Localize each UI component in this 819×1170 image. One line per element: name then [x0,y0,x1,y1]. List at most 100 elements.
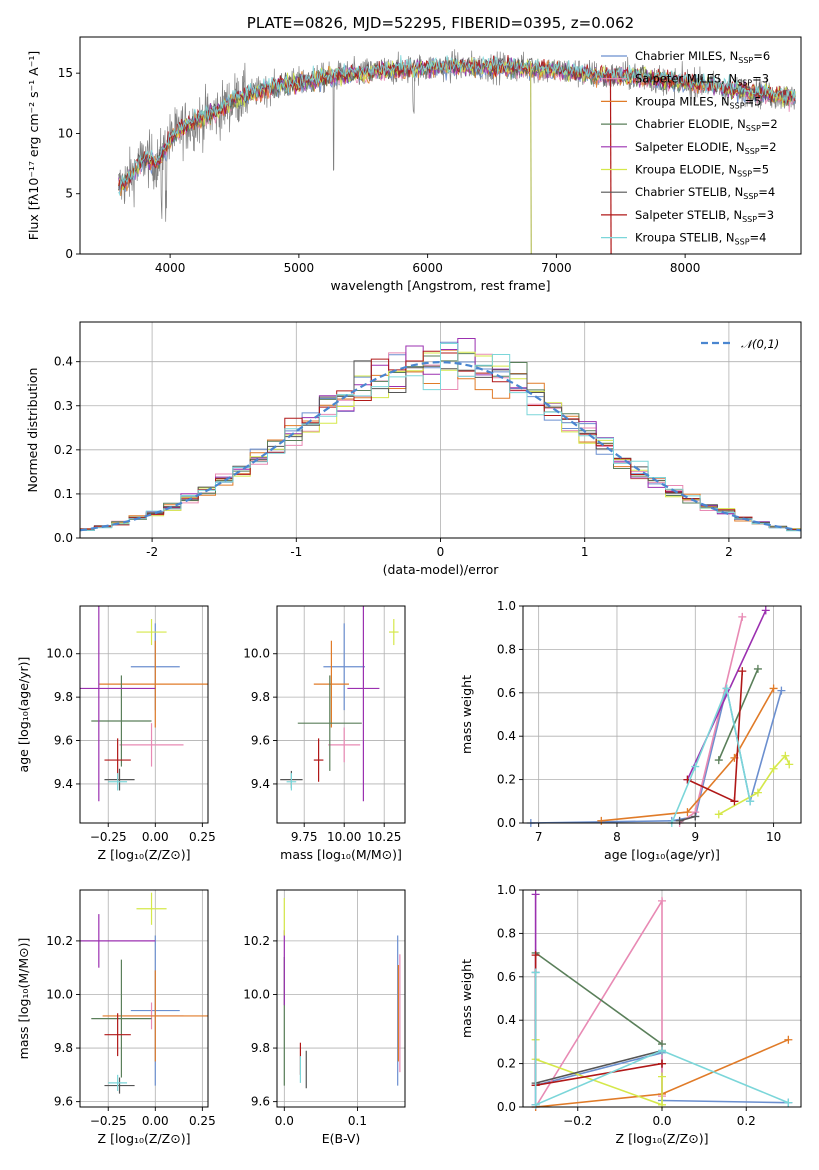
age-vs-Z-ylabel: age [log₁₀(age/yr)] [16,657,31,773]
spectrum-xtick-label-3: 7000 [541,261,572,275]
spectrum-ytick-label-3: 15 [58,66,73,80]
legend-value-3: =2 [761,117,778,131]
weight-vs-age-series-3 [718,668,759,761]
mass-vs-ebv-frame [276,889,406,1108]
mass-vs-ebv-xlabel: E(B-V) [322,1131,361,1146]
weight-vs-age-series-8 [671,685,751,824]
weight-vs-Z-ytick-label-2: 0.4 [497,1013,516,1027]
weight-vs-Z-series-4-marker-0 [531,890,540,899]
weight-vs-Z-xtick-label-2: 0.2 [737,1114,756,1128]
weight-vs-Z-series-1 [534,898,663,1108]
spectrum-xtick-label-1: 5000 [284,261,315,275]
weight-vs-age-series-8-marker-2 [722,684,731,693]
residuals-xtick-label-0: -2 [146,545,158,559]
weight-vs-age-series-2-marker-1 [683,808,692,817]
model-spectrum-line-7 [118,55,796,190]
weight-vs-Z-series-7-marker-3 [658,1059,666,1068]
legend-subscript-0: SSP [738,56,753,65]
age-vs-Z-panel: −0.25 0.00 0.25 9.4 9.6 9.8 10.0 Z [log₁₀(Z/Z⊙)… [16,605,216,862]
weight-vs-Z-ytick-label-0: 0.0 [497,1100,516,1114]
weight-vs-age-series-2 [601,688,775,822]
age-vs-Z-ytick-label-3: 10.0 [46,647,73,661]
legend-label-5: Kroupa ELODIE, NSSP=5 [635,163,769,179]
legend-value-4: =2 [760,140,777,154]
legend-value-5: =5 [752,163,769,177]
weight-vs-age-series-5-marker-0 [714,810,723,819]
legend-subscript-2: SSP [730,101,745,110]
age-vs-mass-xlabel: mass [log₁₀(M/M⊙)] [280,847,402,862]
mass-vs-Z-ytick-label-2: 10.0 [46,987,73,1001]
age-vs-mass-plot-area [280,606,399,802]
legend-label-3: Chabrier ELODIE, NSSP=2 [635,117,778,133]
spectrum-plot-area [118,49,797,254]
mass-vs-ebv-ytick-label-1: 9.8 [251,1041,270,1055]
sky-residual-line-1 [530,61,532,254]
weight-vs-Z-ytick-label-1: 0.2 [497,1057,516,1071]
mass-vs-Z-ytick-label-3: 10.2 [46,934,73,948]
weight-vs-Z-ytick-label-3: 0.6 [497,970,516,984]
mass-vs-Z-ylabel: mass [log₁₀(M/M⊙)] [16,938,31,1060]
weight-vs-age-series-5-marker-3 [781,751,790,760]
weight-vs-age-xtick-label-0: 7 [535,830,543,844]
weight-vs-age-ytick-label-2: 0.4 [497,729,516,743]
legend-value-0: =6 [753,49,770,63]
weight-vs-Z-ytick-label-5: 1.0 [497,883,516,897]
age-vs-mass-ytick-label-0: 9.4 [251,777,270,791]
weight-vs-Z-series-1-marker-1 [658,896,666,905]
weight-vs-age-series-7-marker-2 [738,667,747,676]
weight-vs-age-ytick-label-0: 0.0 [497,816,516,830]
age-vs-Z-frame [79,605,209,824]
weight-vs-age-series-6-marker-1 [691,812,700,821]
weight-vs-age-series-8-marker-3 [746,797,755,806]
residuals-ytick-label-1: 0.1 [54,487,73,501]
weight-vs-age-frame [522,605,802,824]
weight-vs-age-series-5-marker-1 [753,788,762,797]
weight-vs-age-series-8-marker-1 [691,762,700,771]
spectrum-ytick-label-1: 5 [65,187,73,201]
weight-vs-age-series-5-marker-2 [769,764,778,773]
weight-vs-Z-panel: −0.2 0.0 0.2 0.0 0.2 0.4 0.6 0.8 1.0 Z [log₁₀(Z/Z… [459,883,802,1146]
age-vs-Z-ytick-label-2: 9.8 [54,690,73,704]
age-vs-Z-xtick-label-1: 0.00 [142,830,169,844]
age-vs-mass-ytick-label-1: 9.6 [251,734,270,748]
residuals-ytick-label-0: 0.0 [54,531,73,545]
weight-vs-age-series-4 [686,609,767,780]
residuals-xtick-label-2: 0 [437,545,445,559]
legend-subscript-7: SSP [742,215,757,224]
weight-vs-age-xtick-label-3: 10 [766,830,781,844]
sky-residual-line-2 [609,73,612,254]
age-vs-Z-ytick-label-0: 9.4 [54,777,73,791]
weight-vs-age-series-4-marker-1 [761,606,770,615]
weight-vs-Z-series-8-marker-3 [784,1098,793,1107]
legend-value-2: =5 [745,94,762,108]
mass-vs-ebv-xtick-label-1: 0.1 [348,1114,367,1128]
legend-value-6: =4 [758,185,775,199]
spectrum-xlabel: wavelength [Angstrom, rest frame] [330,278,550,293]
age-vs-mass-xtick-label-1: 10.00 [327,830,361,844]
residuals-panel: -2 -1 0 1 2 0.0 0.1 0.2 0.3 0.4 (data-model)/error… [25,321,802,577]
spectrum-frame [79,36,802,255]
weight-vs-age-series-0-marker-5 [777,686,786,695]
age-vs-mass-ytick-label-2: 9.8 [251,690,270,704]
spectrum-ylabel: Flux [fλ10⁻¹⁷ erg cm⁻² s⁻¹ A⁻¹] [26,51,41,240]
legend-label-8: Kroupa STELIB, NSSP=4 [635,231,766,247]
weight-vs-age-series-1-marker-2 [738,612,747,621]
weight-vs-age-series-6 [679,815,696,822]
weight-vs-age-ytick-label-5: 1.0 [497,599,516,613]
weight-vs-age-ylabel: mass weight [459,675,474,754]
legend-subscript-4: SSP [745,147,760,156]
age-vs-mass-xtick-label-0: 9.75 [291,830,318,844]
weight-vs-age-series-3-marker-0 [714,756,723,765]
weight-vs-Z-series-5-marker-3 [658,1072,666,1081]
legend-value-8: =4 [750,231,767,245]
weight-vs-Z-series-6 [535,1049,663,1084]
model-spectrum-line-8 [118,55,796,197]
age-vs-Z-ytick-label-1: 9.6 [54,734,73,748]
mass-vs-ebv-plot-area [283,898,401,1089]
age-vs-mass-xtick-label-2: 10.25 [367,830,401,844]
age-vs-Z-xlabel: Z [log₁₀(Z/Z⊙)] [98,847,191,862]
age-vs-mass-panel: 9.75 10.00 10.25 9.4 9.6 9.8 10.0 mass [log₁₀(M… [243,605,406,862]
mass-vs-ebv-xtick-label-0: 0.0 [275,1114,294,1128]
weight-vs-age-series-3-marker-1 [753,664,762,673]
